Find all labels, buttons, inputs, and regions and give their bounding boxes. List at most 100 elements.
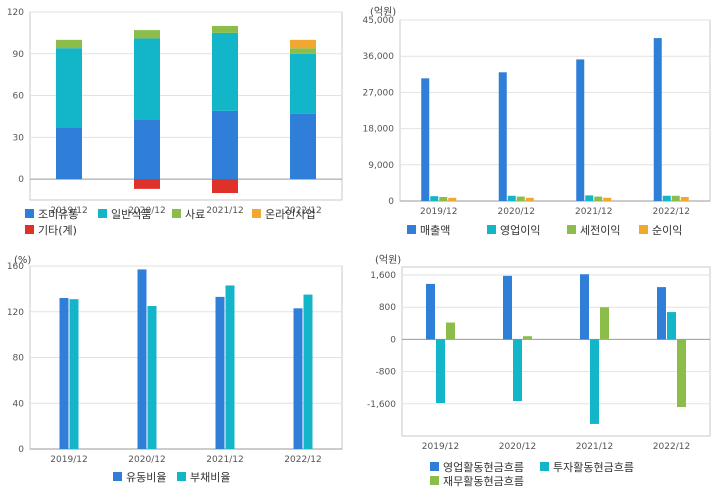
legend-swatch <box>407 225 416 234</box>
y-tick-label: -800 <box>376 368 397 378</box>
bar <box>225 285 235 449</box>
x-tick-label: 2021/12 <box>575 207 612 217</box>
legend-label: 매출액 <box>420 224 450 237</box>
bar <box>594 196 603 201</box>
y-tick-label: 36,000 <box>363 52 395 62</box>
bar <box>653 38 662 201</box>
bar <box>56 127 82 180</box>
legend-swatch <box>113 472 122 481</box>
legend-swatch <box>430 462 439 471</box>
bar <box>671 195 680 201</box>
chart-income-statement: (억원) 0 9,000 18,000 27,000 36,000 45,000 2019/1… <box>363 6 711 237</box>
y-tick-label: 80 <box>13 354 25 364</box>
legend-label: 투자활동현금흐름 <box>553 460 634 474</box>
y-tick-label: -1,600 <box>367 400 396 410</box>
x-tick-label: 2021/12 <box>206 206 243 216</box>
bar <box>303 294 313 449</box>
legend-label: 영업활동현금흐름 <box>443 460 524 474</box>
bar <box>69 299 79 449</box>
legend-swatch <box>25 209 34 218</box>
bar <box>137 269 147 449</box>
bar <box>439 196 448 201</box>
bar <box>134 119 160 180</box>
bar <box>290 48 316 54</box>
bar <box>576 59 585 201</box>
bar <box>421 78 430 201</box>
legend-label: 세전이익 <box>580 224 620 237</box>
x-tick-label: 2020/12 <box>499 442 536 452</box>
y-tick-label: 18,000 <box>363 125 395 135</box>
legend-swatch <box>172 209 181 218</box>
unit-label: (억원) <box>375 254 401 266</box>
legend-swatch <box>487 225 496 234</box>
legend-label: 순이익 <box>652 224 682 237</box>
x-tick-label: 2021/12 <box>576 442 613 452</box>
bar <box>507 195 516 201</box>
bar <box>590 339 599 424</box>
bar <box>290 113 316 180</box>
bar <box>448 197 457 201</box>
y-tick-label: 120 <box>7 8 24 18</box>
bar <box>290 39 316 49</box>
legend-swatch <box>252 209 261 218</box>
bar <box>446 322 455 340</box>
legend-label: 유동비율 <box>126 471 166 484</box>
bar <box>677 339 686 408</box>
y-tick-label: 0 <box>18 175 24 185</box>
bar <box>657 287 666 340</box>
bar <box>215 296 225 449</box>
x-tick-label: 2022/12 <box>284 455 321 465</box>
y-tick-label: 800 <box>379 303 396 313</box>
x-tick-label: 2020/12 <box>128 455 165 465</box>
y-tick-label: 160 <box>7 262 24 272</box>
bar <box>134 30 160 39</box>
bar <box>525 197 534 201</box>
y-tick-label: 90 <box>13 50 25 60</box>
y-tick-label: 40 <box>13 399 25 409</box>
x-tick-label: 2019/12 <box>422 442 459 452</box>
unit-label: (%) <box>14 255 31 266</box>
legend-swatch <box>98 209 107 218</box>
bar <box>680 196 689 201</box>
chart-cash-flow: (억원) -1,600 -800 0 800 1,600 2019/12 2020/12 202… <box>367 254 711 488</box>
y-tick-label: 0 <box>18 445 24 455</box>
x-tick-label: 2021/12 <box>206 455 243 465</box>
legend-swatch <box>430 476 439 485</box>
unit-label: (억원) <box>370 6 396 18</box>
bar <box>523 336 532 340</box>
bar <box>600 307 609 340</box>
y-tick-label: 0 <box>390 335 396 345</box>
legend-label: 부채비율 <box>190 471 230 484</box>
bar <box>516 196 525 201</box>
x-tick-label: 2022/12 <box>284 206 321 216</box>
bar <box>293 308 303 449</box>
y-tick-label: 60 <box>13 92 25 102</box>
x-tick-label: 2020/12 <box>498 207 535 217</box>
bar <box>290 53 316 114</box>
bar <box>603 197 612 201</box>
y-tick-label: 30 <box>13 133 25 143</box>
bar <box>436 339 445 404</box>
bar <box>585 195 594 201</box>
x-tick-label: 2020/12 <box>128 206 165 216</box>
bar <box>580 274 589 340</box>
bar <box>212 25 238 33</box>
bar <box>134 179 160 189</box>
bar <box>212 32 238 111</box>
y-tick-label: 45,000 <box>363 16 395 26</box>
bar <box>56 48 82 128</box>
legend-swatch <box>567 225 576 234</box>
bar <box>426 283 435 340</box>
bar <box>430 196 439 201</box>
bar <box>134 38 160 120</box>
y-tick-label: 0 <box>388 197 394 207</box>
y-tick-label: 120 <box>7 308 24 318</box>
x-tick-label: 2019/12 <box>50 455 87 465</box>
legend-swatch <box>540 462 549 471</box>
legend-label: 사료 <box>185 208 205 221</box>
legend-label: 재무활동현금흐름 <box>443 474 524 488</box>
bar <box>503 275 512 340</box>
legend-label: 영업이익 <box>500 224 540 237</box>
bar <box>498 72 507 202</box>
